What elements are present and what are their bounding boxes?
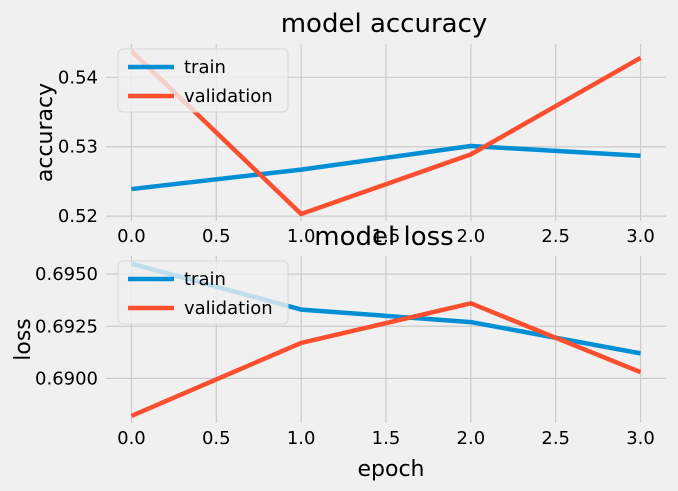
x-tick-label: 0.5 bbox=[202, 226, 231, 247]
x-tick-label: 2.5 bbox=[541, 428, 570, 449]
x-tick-label: 0.0 bbox=[117, 226, 146, 247]
x-tick-label: 2.5 bbox=[541, 226, 570, 247]
chart-1: 0.0 0.5 1.0 1.5 2.0 2.5 3.0 0.6900 0.6925 0.6950 m… bbox=[11, 222, 666, 482]
legend: train validation bbox=[117, 260, 289, 325]
chart-title: model loss bbox=[314, 222, 453, 252]
chart-0: 0.0 0.5 1.0 1.5 2.0 2.5 3.0 0.52 0.53 0.54 model a… bbox=[33, 9, 666, 247]
legend-entry-validation: validation bbox=[184, 298, 273, 319]
x-tick-label: 2.0 bbox=[457, 226, 486, 247]
x-tick-label: 1.0 bbox=[287, 226, 316, 247]
x-tick-label: 2.0 bbox=[457, 428, 486, 449]
y-tick-label: 0.6925 bbox=[35, 316, 98, 337]
series-line-validation bbox=[129, 49, 642, 217]
y-tick-label: 0.54 bbox=[58, 67, 98, 88]
x-tick-label: 3.0 bbox=[626, 226, 655, 247]
y-tick-label: 0.6900 bbox=[35, 368, 98, 389]
legend: train validation bbox=[117, 48, 289, 113]
x-tick-label: 1.5 bbox=[372, 226, 401, 247]
x-axis-label: epoch bbox=[358, 457, 425, 482]
y-tick-label: 0.6950 bbox=[35, 264, 98, 285]
x-tick-label: 1.5 bbox=[372, 428, 401, 449]
legend-entry-validation: validation bbox=[184, 86, 273, 107]
series-line-train bbox=[131, 143, 641, 192]
x-tick-label: 0.5 bbox=[202, 428, 231, 449]
y-axis-label: loss bbox=[11, 318, 36, 361]
y-tick-label: 0.52 bbox=[58, 206, 98, 227]
y-tick-label: 0.53 bbox=[58, 137, 98, 158]
y-axis-label: accuracy bbox=[33, 83, 58, 182]
x-tick-label: 0.0 bbox=[117, 428, 146, 449]
series-line-validation bbox=[130, 301, 642, 418]
x-tick-label: 1.0 bbox=[287, 428, 316, 449]
chart-title: model accuracy bbox=[281, 9, 488, 39]
x-tick-label: 3.0 bbox=[626, 428, 655, 449]
legend-entry-train: train bbox=[184, 57, 226, 78]
legend-entry-train: train bbox=[184, 269, 226, 290]
